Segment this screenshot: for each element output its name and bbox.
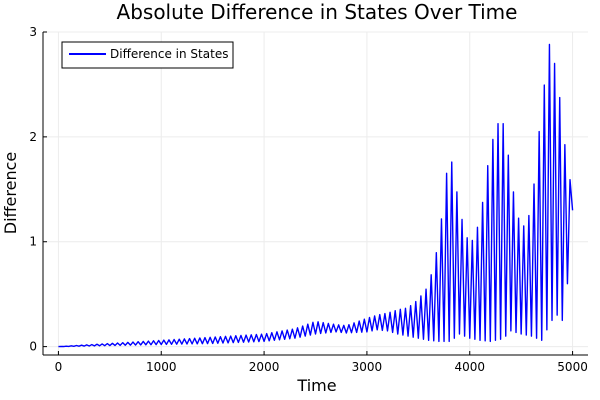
x-tick-label: 3000 [352,360,383,374]
y-axis-label: Difference [1,152,20,234]
x-tick-label: 2000 [249,360,280,374]
x-axis-label: Time [296,376,336,395]
axes [42,32,588,356]
series-line [58,43,574,348]
ticks: 0 1000 2000 3000 4000 5000 0 1 2 3 [29,25,587,374]
y-tick-label: 0 [29,340,37,354]
legend: Difference in States [61,41,234,69]
series-layer [58,43,574,348]
x-tick-label: 1000 [146,360,177,374]
y-tick-label: 1 [29,235,37,249]
x-tick-label: 4000 [454,360,485,374]
x-tick-label: 0 [55,360,63,374]
chart-title: Absolute Difference in States Over Time [117,0,518,24]
y-tick-label: 3 [29,25,37,39]
y-tick-label: 2 [29,130,37,144]
legend-label: Difference in States [110,47,228,61]
x-tick-label: 5000 [557,360,588,374]
